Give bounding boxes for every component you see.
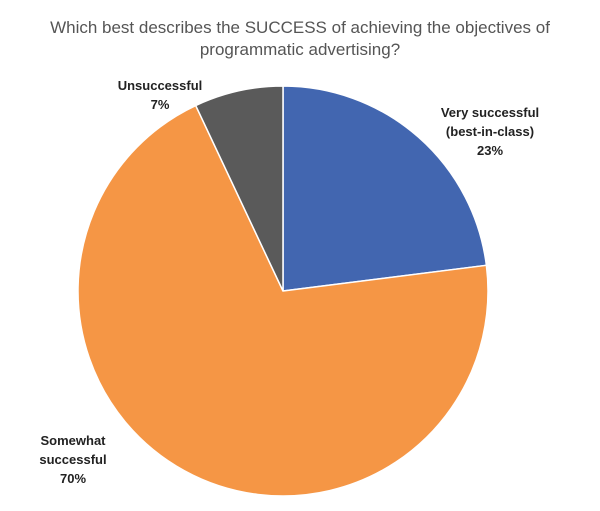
- chart-title-line-1: Which best describes the SUCCESS of achi…: [50, 18, 550, 37]
- slice-label-line: Somewhat: [40, 433, 106, 448]
- pie-slice-unsuccessful: [194, 85, 284, 292]
- slice-label-somewhat-successful: Somewhat successful 70%: [18, 431, 128, 488]
- pie-slice-very-successful: [282, 85, 488, 292]
- slice-percent-label: 23%: [476, 143, 504, 158]
- slice-label-very-successful: Very successful (best-in-class) 23%: [420, 103, 560, 160]
- slice-percent-label: 70%: [59, 471, 87, 486]
- slice-label-line: (best-in-class): [445, 124, 535, 139]
- slice-label-line: Unsuccessful: [117, 78, 203, 93]
- slice-percent-label: 7%: [150, 97, 170, 112]
- slice-label-unsuccessful: Unsuccessful 7%: [100, 76, 220, 114]
- pie-slice-somewhat-successful: [77, 104, 489, 497]
- slice-label-line: Very successful: [440, 105, 540, 120]
- slice-label-line: successful: [39, 452, 107, 467]
- chart-title-line-2: programmatic advertising?: [199, 40, 401, 59]
